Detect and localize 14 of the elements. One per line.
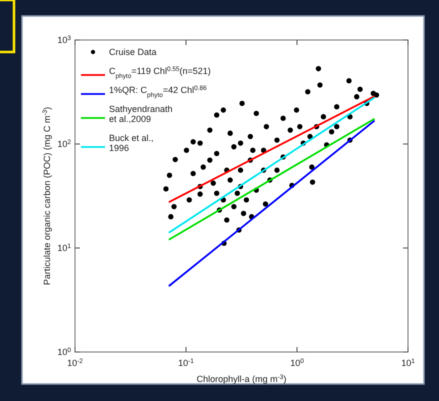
legend-label: 1%QR: C$_{phyto}$=42 Chl$^{0.86}$ xyxy=(109,84,208,98)
y-tick-label: 10$^{1}$ xyxy=(57,242,72,253)
y-tick-label: 10$^{2}$ xyxy=(57,138,72,149)
legend-label: C$_{phyto}$=119 Chl$^{0.55}$(n=521) xyxy=(109,66,211,80)
x-tick-label: 10$^{-1}$ xyxy=(178,358,194,368)
legend-label: Cruise Data xyxy=(109,47,157,57)
legend-label: Buck et al., 1996 xyxy=(109,133,154,153)
x-tick-label: 10$^{0}$ xyxy=(290,358,304,368)
x-axis-title: Chlorophyll-a (mg m$^{-3}$) xyxy=(196,374,286,384)
y-tick-label: 10$^{3}$ xyxy=(57,34,72,45)
legend-label: Sathyendranath et al.,2009 xyxy=(109,104,173,124)
y-tick-label: 10$^{0}$ xyxy=(57,346,72,357)
x-tick-label: 10$^{1}$ xyxy=(401,358,416,368)
x-tick-label: 10$^{-2}$ xyxy=(67,358,84,368)
